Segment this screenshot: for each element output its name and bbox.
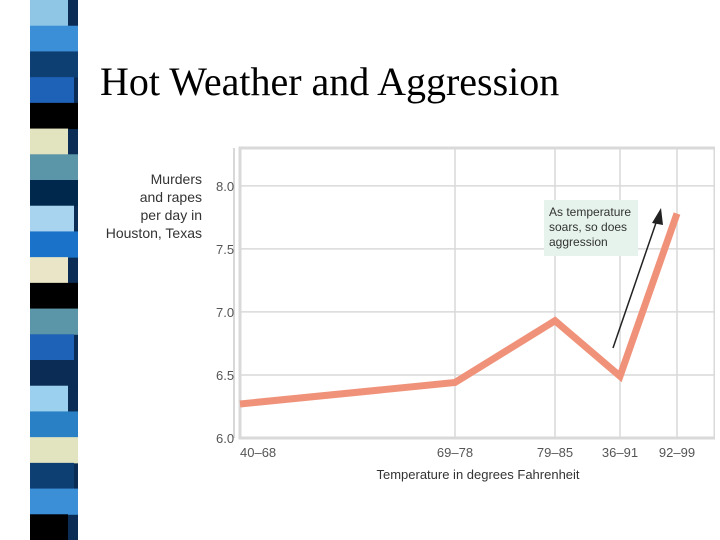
annotation-text-line: aggression (549, 235, 608, 249)
stripe-block (30, 514, 68, 540)
y-axis-label-line: per day in (141, 207, 202, 223)
y-tick-label: 6.0 (216, 431, 234, 446)
y-tick-label: 8.0 (216, 179, 234, 194)
x-tick-label: 79–85 (537, 445, 573, 460)
line-chart: Murders and rapes per day in Houston, Texas… (106, 146, 715, 482)
chart-grid (233, 146, 715, 440)
stripe-block (30, 360, 78, 387)
stripe-block (30, 102, 78, 130)
annotation-text-line: soars, so does (549, 220, 627, 234)
stripe-block (30, 0, 68, 27)
annotation-text-line: As temperature (549, 205, 631, 219)
plot-frame (238, 146, 715, 440)
stripe-block (30, 385, 68, 412)
stripe-block (30, 77, 74, 104)
stripe-block (30, 334, 74, 361)
series-line (239, 212, 681, 408)
annotation-arrowhead (652, 208, 663, 225)
stripe-block (30, 308, 78, 335)
x-tick-label: 40–68 (240, 445, 276, 460)
x-axis-label: Temperature in degrees Fahrenheit (376, 467, 579, 482)
stripe-block (30, 51, 78, 78)
y-tick-label: 7.5 (216, 242, 234, 257)
y-tick-label: 7.0 (216, 305, 234, 320)
x-tick-label: 36–91 (602, 445, 638, 460)
y-axis-label-line: and rapes (140, 189, 202, 205)
stripe-block (30, 411, 78, 438)
y-axis-ticks: 6.0 6.5 7.0 7.5 8.0 (216, 179, 234, 446)
x-axis-ticks: 40–68 69–78 79–85 36–91 92–99 (240, 445, 695, 460)
stripe-block (30, 128, 68, 155)
stripe-block (30, 205, 74, 232)
chart-line-layer (239, 212, 681, 408)
decorative-stripe-sidebar (0, 0, 78, 540)
stripe-margin (0, 0, 30, 540)
y-axis-label-line: Houston, Texas (106, 225, 202, 241)
y-axis-label-line: Murders (151, 171, 202, 187)
stripe-block (30, 257, 68, 284)
y-tick-label: 6.5 (216, 368, 234, 383)
annotation-arrow-line (612, 216, 659, 349)
stripe-block (30, 231, 78, 258)
stripe-block (30, 282, 78, 310)
stripe-block (30, 154, 78, 181)
stripe-block (30, 488, 78, 515)
stripe-block (30, 437, 78, 464)
stripe-block (30, 462, 74, 490)
stripe-block (30, 25, 78, 52)
annotation-box (544, 200, 638, 256)
x-tick-label: 92–99 (659, 445, 695, 460)
x-tick-label: 69–78 (437, 445, 473, 460)
stripe-block (30, 180, 78, 207)
y-axis-label: Murders and rapes per day in Houston, Texas (106, 171, 202, 241)
slide-title: Hot Weather and Aggression (100, 59, 560, 104)
